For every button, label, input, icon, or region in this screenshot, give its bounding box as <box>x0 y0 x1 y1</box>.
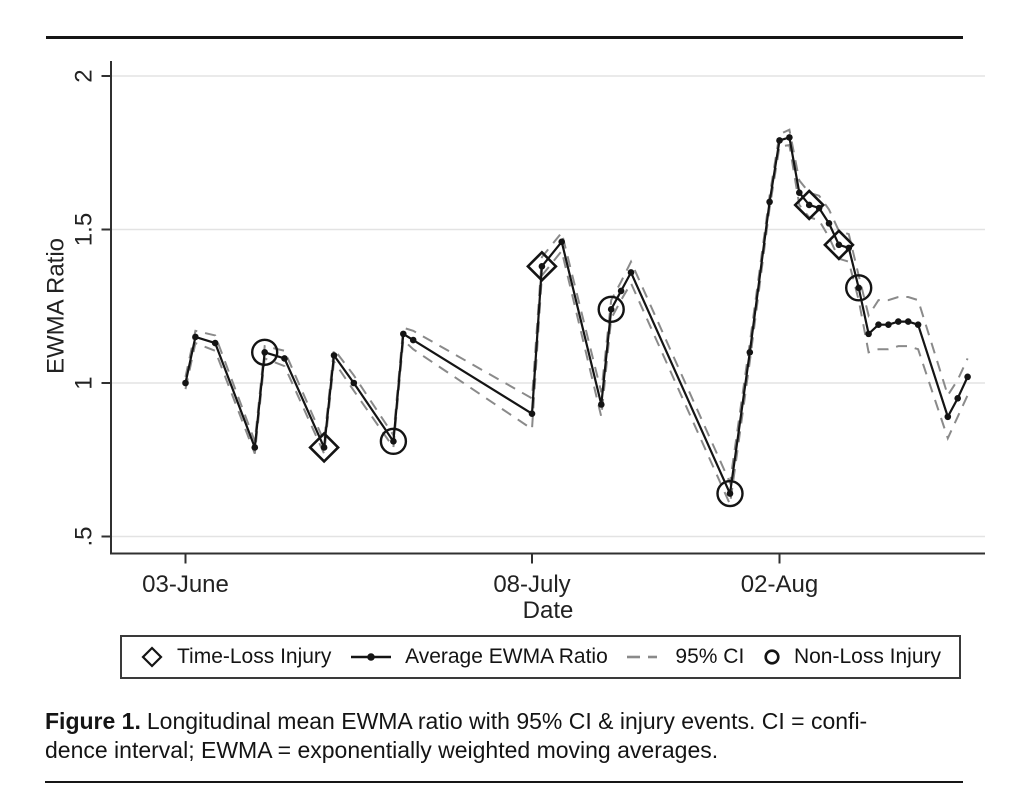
data-point <box>617 287 625 295</box>
data-point <box>904 318 912 325</box>
caption-label: Figure 1. <box>45 708 141 734</box>
caption-text-1: Longitudinal mean EWMA ratio with 95% CI… <box>146 708 868 734</box>
data-point <box>835 241 843 249</box>
data-point <box>607 306 615 313</box>
time-loss-injury-marker <box>526 250 558 283</box>
data-point <box>400 330 407 338</box>
data-point <box>875 321 882 328</box>
data-point <box>895 318 902 325</box>
legend-label: Average EWMA Ratio <box>405 645 608 668</box>
axes <box>110 61 985 555</box>
line-dot-icon <box>351 653 392 661</box>
data-point <box>192 333 199 341</box>
data-point <box>776 137 783 144</box>
data-point <box>796 189 803 196</box>
legend-item-average-ewma: Average EWMA Ratio <box>350 645 608 669</box>
data-point <box>409 336 417 344</box>
non-loss-injury-marker <box>845 274 873 302</box>
non-loss-injury-marker <box>379 427 408 456</box>
chart-legend: Time-Loss Injury Average EWMA Ratio 95% … <box>120 635 961 679</box>
data-point <box>944 413 952 421</box>
legend-label: Time-Loss Injury <box>177 645 332 668</box>
y-tick-label: 1 <box>71 376 98 389</box>
data-point <box>261 349 269 356</box>
data-point <box>251 444 259 451</box>
non-loss-injury-marker <box>251 338 279 366</box>
ci-band <box>184 128 969 508</box>
data-point <box>746 349 754 356</box>
legend-label: 95% CI <box>675 645 745 668</box>
time-loss-injury-marker <box>793 189 826 221</box>
grid <box>111 75 985 538</box>
data-point <box>390 438 397 445</box>
data-point <box>865 330 872 338</box>
data-point <box>182 379 189 387</box>
legend-item-non-loss: Non-Loss Injury <box>763 645 941 669</box>
x-axis-title: Date <box>523 597 574 624</box>
x-tick-label: 03-June <box>142 571 229 598</box>
data-point <box>558 238 565 246</box>
dashes-icon <box>627 655 658 659</box>
data-point <box>726 490 734 497</box>
caption-text-2: dence interval; EWMA = exponentially wei… <box>45 737 719 763</box>
data-point <box>786 134 793 141</box>
data-point <box>805 201 813 209</box>
data-point <box>914 321 922 328</box>
x-tick-label: 08-July <box>493 571 570 598</box>
data-point <box>885 321 892 328</box>
event-markers <box>251 189 873 508</box>
x-tick-label: 02-Aug <box>741 571 818 598</box>
data-point <box>964 373 971 381</box>
data-point <box>211 339 219 347</box>
time-loss-injury-marker <box>823 229 855 261</box>
figure-caption: Figure 1. Longitudinal mean EWMA ratio wi… <box>45 707 967 765</box>
data-point <box>598 401 605 408</box>
data-point <box>330 352 338 359</box>
data-point <box>320 444 328 451</box>
legend-item-time-loss: Time-Loss Injury <box>140 645 331 669</box>
x-axis: 03-June 08-July 02-Aug Date <box>142 553 818 624</box>
time-loss-injury-marker <box>308 431 340 464</box>
non-loss-injury-marker <box>716 479 744 508</box>
top-rule <box>46 36 963 39</box>
ewma-line <box>182 134 971 497</box>
circle-icon <box>764 649 780 665</box>
diamond-icon <box>141 646 163 668</box>
data-point <box>855 284 862 292</box>
y-tick-label: 2 <box>71 69 98 82</box>
data-point <box>825 220 833 227</box>
data-point <box>538 263 546 270</box>
y-tick-label: .5 <box>71 526 98 546</box>
data-point <box>528 410 536 418</box>
legend-item-ci: 95% CI <box>626 645 744 669</box>
legend-label: Non-Loss Injury <box>793 645 941 668</box>
data-point <box>954 395 961 402</box>
data-point <box>766 198 773 206</box>
y-axis-title: EWMA Ratio <box>43 238 70 374</box>
non-loss-injury-marker <box>597 295 625 324</box>
data-point <box>627 269 635 276</box>
bottom-rule <box>45 781 963 783</box>
y-tick-label: 1.5 <box>71 213 98 246</box>
data-point <box>350 379 358 387</box>
data-point <box>281 355 288 362</box>
caption-line-1: Figure 1. Longitudinal mean EWMA ratio wi… <box>45 707 967 736</box>
